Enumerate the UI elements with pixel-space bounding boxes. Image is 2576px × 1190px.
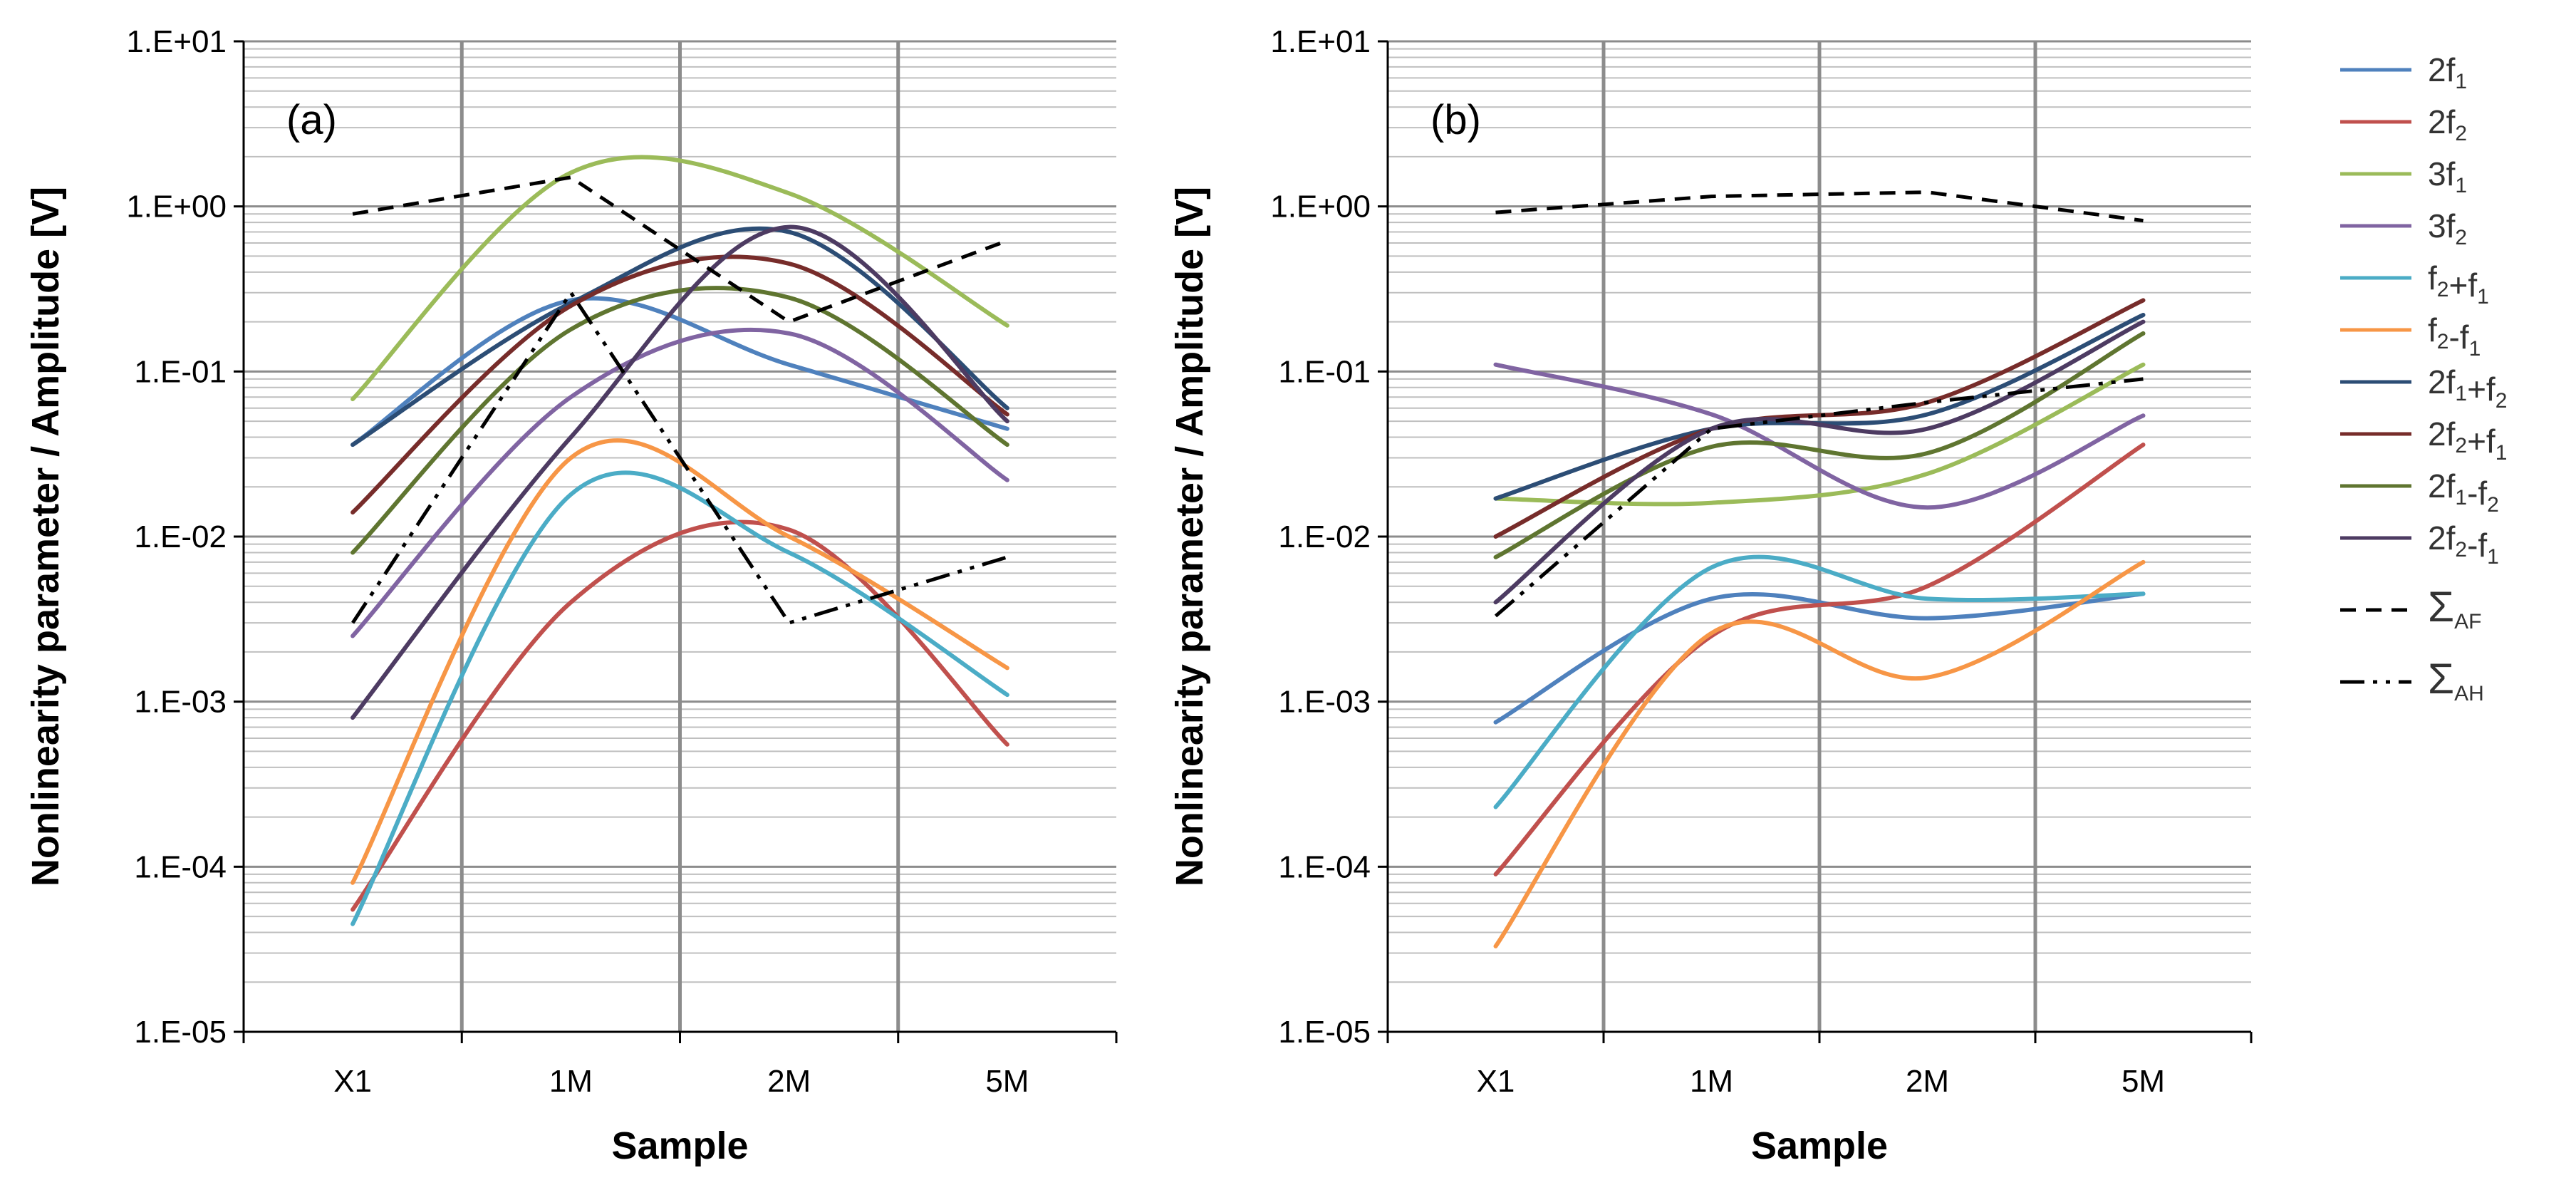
- gridlines: [244, 40, 1116, 1033]
- gridlines: [1388, 40, 2251, 1033]
- series-line-3f2: [350, 327, 1009, 638]
- chart-panel-b: 1.E-05 1.E-04 1.E-03 1.E-02 1.E-01 1.E+00 1.E+…: [1168, 24, 2253, 1167]
- series-line-f2pf1: [350, 470, 1009, 926]
- legend-label-2f2: 2f2: [2428, 103, 2467, 145]
- y-tick-label: 1.E-03: [134, 685, 227, 720]
- panel-label: (a): [286, 97, 337, 143]
- y-tick-label: 1.E-05: [134, 1015, 227, 1050]
- series-line-sum_ah: [351, 291, 1008, 625]
- legend-label-f2pf1: f2+f1: [2428, 259, 2489, 309]
- legend-label-2f2mf1: 2f2-f1: [2428, 519, 2499, 569]
- y-tick-label: 1.E-02: [1278, 519, 1371, 554]
- legend-label-2f1pf2: 2f1+f2: [2428, 363, 2507, 413]
- series-line-2f2mf1: [1493, 319, 2146, 605]
- x-axis-title: Sample: [611, 1124, 748, 1167]
- y-tick-label: 1.E-01: [134, 354, 227, 389]
- legend-label-sum_af: ΣAF: [2428, 583, 2481, 633]
- series-group: [1493, 190, 2146, 948]
- panel-label: (b): [1430, 97, 1481, 143]
- y-tick-label: 1.E+00: [126, 190, 227, 224]
- chart-panel-a: 1.E-05 1.E-04 1.E-03 1.E-02 1.E-01 1.E+00 1.E+…: [24, 24, 1118, 1167]
- series-line-2f2pf1: [350, 254, 1009, 515]
- legend-label-sum_ah: ΣAH: [2428, 655, 2484, 705]
- x-tick-label: 1M: [549, 1064, 593, 1099]
- series-line-2f2pf1: [1493, 298, 2146, 539]
- legend-label-2f1: 2f1: [2428, 51, 2467, 93]
- series-line-sum_af: [1495, 190, 2144, 223]
- series-line-f2mf1: [1493, 559, 2146, 948]
- y-tick-label: 1.E+01: [1270, 24, 1371, 59]
- x-tick-label: 2M: [767, 1064, 811, 1099]
- y-tick-label: 1.E-05: [1278, 1015, 1371, 1050]
- y-tick-label: 1.E-04: [1278, 849, 1371, 884]
- series-line-2f1pf2: [350, 226, 1009, 447]
- series-group: [350, 155, 1009, 926]
- legend: 2f1 2f2 3f1 3f2 f2+f1f2-f12f1+f22f2+f12f1-f2…: [2340, 51, 2507, 705]
- x-tick-label: 5M: [985, 1064, 1029, 1099]
- series-line-f2pf1: [1493, 554, 2146, 809]
- series-line-2f2: [1493, 443, 2146, 876]
- x-tick-label: 5M: [2121, 1064, 2165, 1099]
- x-tick-label: X1: [1477, 1064, 1515, 1099]
- legend-label-3f2: 3f2: [2428, 207, 2467, 249]
- legend-label-2f1mf2: 2f1-f2: [2428, 467, 2499, 517]
- series-line-sum_af: [352, 175, 1008, 324]
- y-tick-label: 1.E-01: [1278, 354, 1371, 389]
- x-axis-title: Sample: [1751, 1124, 1888, 1167]
- series-line-2f1mf2: [350, 286, 1009, 555]
- y-axis-title: Nonlinearity parameter / Amplitude [V]: [1168, 187, 1211, 886]
- series-line-3f1: [350, 155, 1009, 402]
- series-line-2f1mf2: [1493, 331, 2146, 559]
- y-tick-label: 1.E-03: [1278, 685, 1371, 720]
- legend-label-3f1: 3f1: [2428, 155, 2467, 197]
- series-line-2f2: [350, 519, 1009, 912]
- x-tick-label: 1M: [1690, 1064, 1733, 1099]
- series-line-2f2mf1: [350, 224, 1009, 720]
- legend-label-2f2pf1: 2f2+f1: [2428, 415, 2507, 465]
- y-tick-label: 1.E-02: [134, 519, 227, 554]
- legend-label-f2mf1: f2-f1: [2428, 311, 2481, 361]
- series-line-2f1: [1493, 591, 2146, 725]
- y-tick-label: 1.E+00: [1270, 190, 1371, 224]
- y-axis-title: Nonlinearity parameter / Amplitude [V]: [24, 187, 67, 886]
- y-tick-label: 1.E+01: [126, 24, 227, 59]
- x-tick-label: 2M: [1906, 1064, 1949, 1099]
- x-tick-label: X1: [333, 1064, 372, 1099]
- y-tick-label: 1.E-04: [134, 849, 227, 884]
- series-line-3f2: [1493, 362, 2146, 510]
